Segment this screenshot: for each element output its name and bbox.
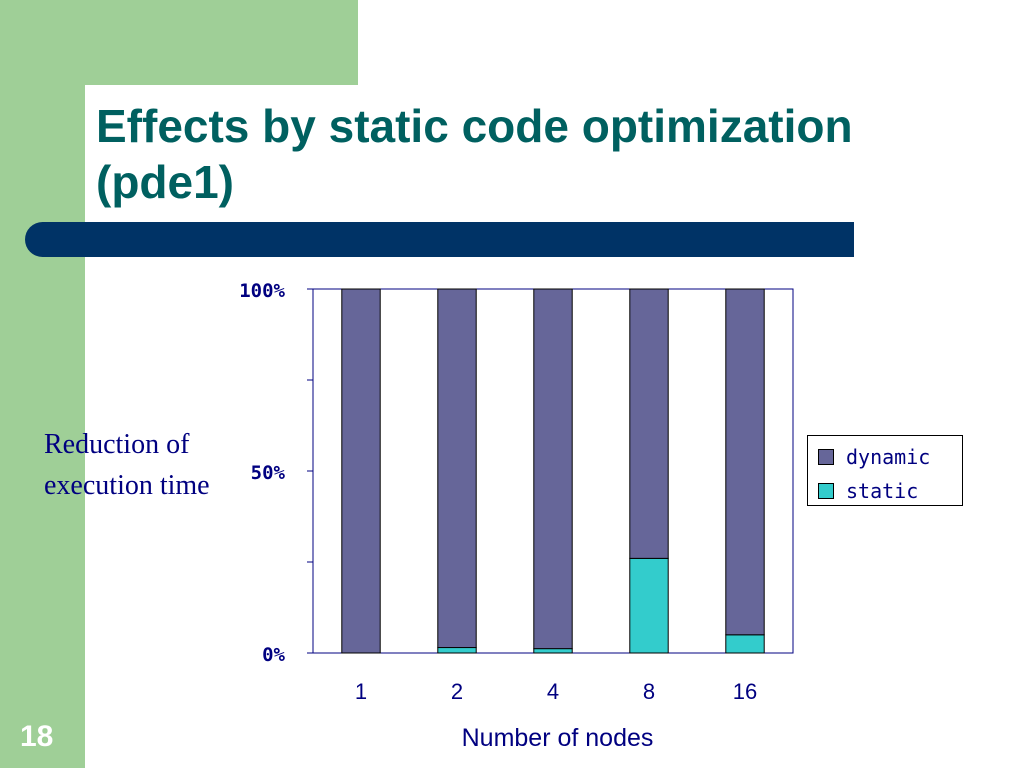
bar-static-2 — [437, 647, 477, 654]
title-rule — [25, 222, 854, 257]
legend-swatch-dynamic — [818, 449, 834, 465]
legend-label-static: static — [846, 479, 919, 503]
legend-item-dynamic: dynamic — [818, 445, 930, 469]
legend-label-dynamic: dynamic — [846, 445, 931, 469]
x-tick-label: 16 — [733, 679, 757, 704]
bar-dynamic-8 — [629, 288, 669, 559]
green-frame-left — [0, 0, 85, 768]
x-tick-label: 4 — [547, 679, 559, 704]
bar-static-8 — [629, 557, 669, 654]
bar-dynamic-16 — [725, 288, 765, 636]
bar-dynamic-1 — [341, 288, 381, 654]
x-tick-label: 2 — [451, 679, 463, 704]
x-tick-label: 1 — [355, 679, 367, 704]
x-tick-label: 8 — [643, 679, 655, 704]
bar-static-4 — [533, 648, 573, 654]
page-number: 18 — [20, 720, 54, 753]
y-tick-label: 100% — [239, 280, 285, 302]
legend-item-static: static — [818, 479, 918, 503]
legend-swatch-static — [818, 483, 834, 499]
x-axis-label: Number of nodes — [461, 724, 654, 752]
y-tick-label: 50% — [251, 462, 286, 484]
bar-static-16 — [725, 634, 765, 654]
chart-legend: dynamic static — [807, 435, 963, 506]
bar-dynamic-2 — [437, 288, 477, 649]
y-axis-side-label: Reduction of execution time — [44, 429, 210, 501]
y-tick-label: 0% — [262, 644, 285, 666]
bar-dynamic-4 — [533, 288, 573, 650]
slide-title: Effects by static code optimization (pde… — [96, 100, 853, 208]
